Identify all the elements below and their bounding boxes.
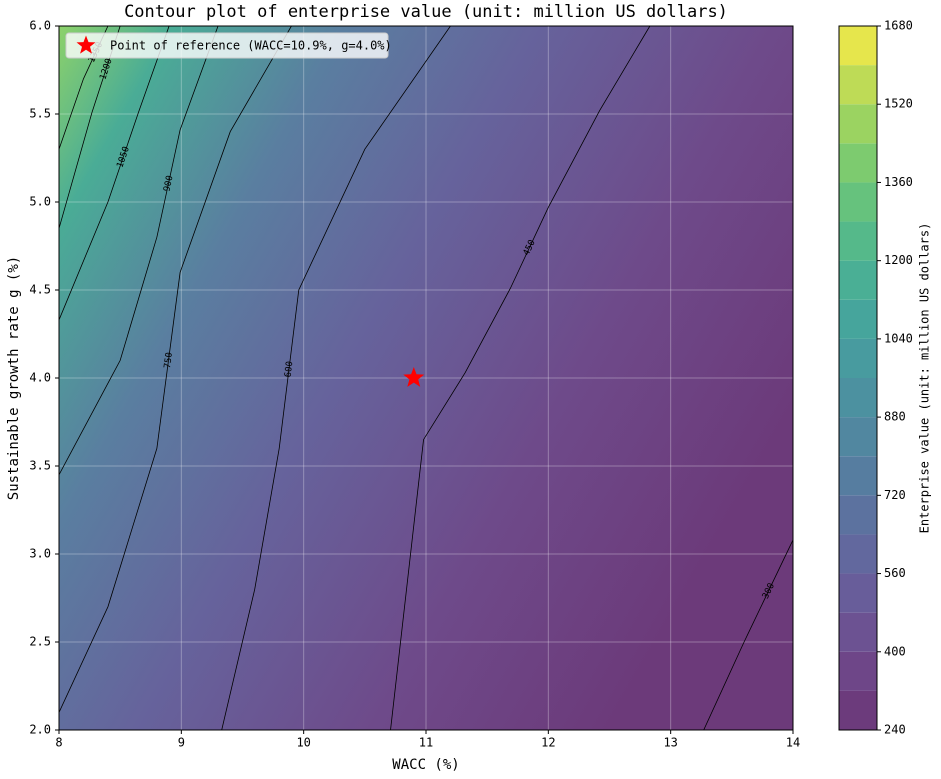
y-tick-label: 2.5 xyxy=(29,635,51,649)
x-tick-label: 13 xyxy=(663,736,677,750)
y-tick-label: 5.0 xyxy=(29,195,51,209)
contour-line xyxy=(390,26,651,730)
contour-label: 900 xyxy=(162,175,175,193)
colorbar-tick-label: 560 xyxy=(884,566,906,580)
x-tick-label: 9 xyxy=(178,736,185,750)
plot-frame xyxy=(58,25,794,731)
colorbar-band xyxy=(839,65,877,105)
legend-box xyxy=(65,32,389,59)
legend-marker xyxy=(76,35,96,54)
legend-label: Point of reference (WACC=10.9%, g=4.0%) xyxy=(110,39,392,53)
x-axis-label: WACC (%) xyxy=(392,757,459,773)
contour-line xyxy=(221,26,451,730)
y-tick-label: 6.0 xyxy=(29,19,51,33)
colorbar-tick-label: 720 xyxy=(884,488,906,502)
chart-title: Contour plot of enterprise value (unit: … xyxy=(124,2,728,22)
colorbar-tick-label: 1040 xyxy=(884,331,913,345)
y-tick-label: 2.0 xyxy=(29,723,51,737)
x-tick-label: 10 xyxy=(296,736,310,750)
colorbar-frame xyxy=(838,25,878,731)
colorbar-tick-label: 240 xyxy=(884,723,906,737)
colorbar-band xyxy=(839,221,877,261)
colorbar-band xyxy=(839,534,877,574)
colorbar-band xyxy=(839,495,877,535)
contour-line xyxy=(703,539,793,730)
colorbar-band xyxy=(839,417,877,457)
colorbar-band xyxy=(839,260,877,300)
x-tick-label: 12 xyxy=(541,736,555,750)
colorbar-band xyxy=(839,690,877,730)
colorbar-tick-label: 1360 xyxy=(884,175,913,189)
y-axis-label: Sustainable growth rate g (%) xyxy=(6,256,22,500)
colorbar-tick-label: 880 xyxy=(884,410,906,424)
colorbar-band xyxy=(839,612,877,652)
y-tick-label: 3.0 xyxy=(29,547,51,561)
x-tick-label: 11 xyxy=(419,736,433,750)
contour-fill xyxy=(59,26,793,730)
colorbar-band xyxy=(839,651,877,691)
contour-line xyxy=(59,26,219,475)
colorbar-band xyxy=(839,338,877,378)
colorbar-band xyxy=(839,26,877,66)
colorbar-band xyxy=(839,573,877,613)
y-tick-label: 4.0 xyxy=(29,371,51,385)
contour-line xyxy=(59,26,292,713)
colorbar-band xyxy=(839,182,877,222)
y-tick-label: 3.5 xyxy=(29,459,51,473)
colorbar-tick-label: 1200 xyxy=(884,253,913,267)
colorbar-band xyxy=(839,378,877,418)
reference-point xyxy=(403,367,425,387)
colorbar-tick-label: 1520 xyxy=(884,97,913,111)
x-tick-label: 14 xyxy=(786,736,800,750)
colorbar-tick-label: 400 xyxy=(884,644,906,658)
contour-label: 600 xyxy=(284,361,296,378)
colorbar-band xyxy=(839,143,877,183)
colorbar-band xyxy=(839,104,877,144)
y-tick-label: 4.5 xyxy=(29,283,51,297)
x-tick-label: 8 xyxy=(55,736,62,750)
colorbar-label: Enterprise value (unit: million US dolla… xyxy=(918,223,932,534)
y-tick-label: 5.5 xyxy=(29,107,51,121)
colorbar-tick-label: 1680 xyxy=(884,19,913,33)
contour-line xyxy=(59,26,170,321)
colorbar-band xyxy=(839,456,877,496)
colorbar-band xyxy=(839,299,877,339)
contour-label: 750 xyxy=(163,352,175,369)
